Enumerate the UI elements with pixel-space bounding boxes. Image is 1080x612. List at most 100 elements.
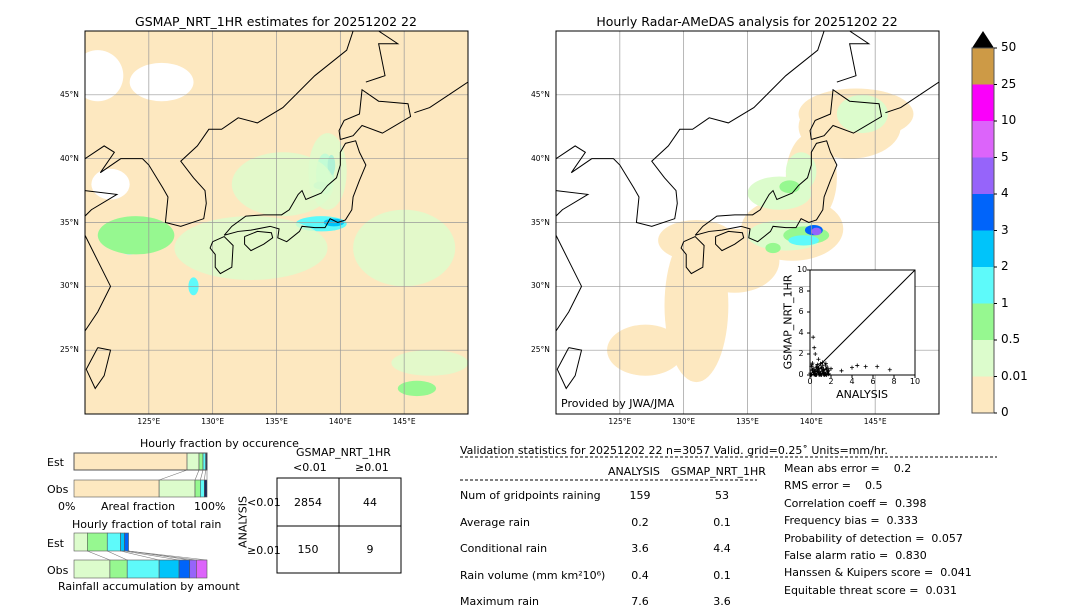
score-line: Probability of detection = 0.057 (784, 531, 963, 545)
colorbar-label: 0.01 (1001, 368, 1028, 383)
scatter-y-tick-label: 6 (798, 307, 804, 316)
missing-data-patch (129, 62, 194, 102)
stats-analysis-value: 3.6 (631, 542, 649, 555)
rain-est-segment (124, 532, 129, 552)
stats-gsmap-value: 4.4 (713, 542, 731, 555)
colorbar-segment (972, 194, 994, 231)
scatter-y-tick-label: 4 (798, 328, 804, 337)
scatter-x-tick-label: 0 (807, 377, 813, 386)
coastline-kyushu (680, 235, 705, 275)
scatter-point (813, 352, 818, 356)
scatter-x-tick-label: 8 (891, 377, 897, 386)
colorbar-segment (972, 48, 994, 85)
rain-est-label: Est (47, 537, 64, 550)
stats-row-label: Rain volume (mm km²10⁶) (460, 568, 606, 582)
coastline-sakhalin (836, 31, 871, 83)
connector-line (120, 550, 160, 561)
rain-patch (765, 242, 781, 254)
rain-est-segment (87, 532, 108, 552)
lat-tick-label: 35°N (60, 217, 79, 227)
scatter-x-tick-label: 4 (849, 377, 855, 386)
colorbar-label: 4 (1001, 186, 1009, 200)
scatter-point (811, 366, 816, 371)
colorbar-segment (972, 267, 994, 304)
cell-1-1: 9 (366, 543, 374, 556)
scatter-one-to-one-line (809, 269, 916, 376)
rain-patch (174, 216, 328, 280)
coastline-korea (85, 31, 354, 227)
lat-tick-label: 40°N (60, 153, 79, 163)
coastline-kurils (414, 81, 468, 114)
stats-row-label: Average rain (460, 515, 530, 529)
stats-gsmap-value: 3.6 (713, 595, 731, 608)
colorbar-segment (972, 121, 994, 158)
score-line: Mean abs error = 0.2 (784, 462, 912, 475)
colorbar-label: 25 (1001, 76, 1017, 91)
total-rain-title: Hourly fraction of total rain (72, 518, 222, 531)
scatter-x-tick-label: 10 (909, 377, 921, 386)
right-map-title: Hourly Radar-AMeDAS analysis for 2025120… (596, 14, 898, 29)
occ-obs-label: Obs (47, 483, 69, 496)
stats-row-label: Num of gridpoints raining (460, 489, 601, 502)
scatter-point (823, 361, 828, 366)
contingency-col-0: <0.01 (293, 461, 327, 474)
score-line: Correlation coeff = 0.398 (784, 496, 927, 510)
coastline-honshu (694, 140, 838, 243)
lon-tick-label: 125°E (137, 417, 161, 426)
rain-est-segment (73, 532, 88, 552)
contingency-col-title: GSMAP_NRT_1HR (296, 446, 391, 459)
colorbar-segment (972, 303, 994, 340)
scatter-y-tick-label: 0 (798, 370, 804, 379)
map-content (85, 31, 468, 414)
colorbar-segment (972, 157, 994, 194)
colorbar-segment (972, 340, 994, 377)
occurrence-obs-segment (194, 479, 201, 498)
lon-tick-label: 135°E (736, 417, 759, 426)
stats-col-gsmap: GSMAP_NRT_1HR (671, 465, 766, 478)
lon-tick-label: 125°E (608, 417, 632, 426)
occ-est-label: Est (47, 456, 64, 469)
colorbar-label: 10 (1001, 113, 1017, 127)
cell-0-0: 2854 (294, 496, 322, 509)
scatter-point (817, 369, 822, 374)
stats-analysis-value: 159 (629, 489, 651, 502)
scatter-point (811, 335, 816, 340)
rain-obs-segment (73, 559, 111, 579)
scatter-point (818, 361, 823, 366)
colorbar-segment (972, 84, 994, 121)
stats-gsmap-value: 0.1 (713, 568, 731, 582)
radar-coverage (658, 219, 735, 261)
map-content (556, 31, 939, 414)
colorbar-segment (972, 376, 994, 413)
lat-tick-label: 30°N (531, 281, 550, 291)
scatter-x-tick-label: 6 (870, 377, 876, 386)
lat-tick-label: 35°N (531, 217, 550, 227)
coastline-sakhalin (365, 31, 400, 83)
coastline-taiwan (556, 347, 583, 390)
stats-analysis-value: 7.6 (631, 595, 649, 608)
scatter-point (820, 363, 825, 368)
rain-obs-label: Obs (47, 564, 69, 577)
connector-line (124, 550, 180, 561)
stats-row-label: Conditional rain (460, 542, 548, 555)
score-line: False alarm ratio = 0.830 (784, 549, 927, 562)
scatter-point (812, 345, 817, 350)
lon-tick-label: 130°E (201, 417, 225, 426)
rain-obs-segment (196, 559, 208, 579)
occurrence-title: Hourly fraction by occurence (140, 437, 299, 450)
coastline-china (85, 190, 119, 217)
scatter-point (820, 360, 825, 365)
coastline-hokkaido (809, 88, 883, 140)
rain-patch (397, 380, 437, 397)
contingency-row-1: ≥0.01 (247, 544, 281, 557)
stats-col-analysis: ANALYSIS (608, 465, 660, 478)
coastline-china (556, 190, 590, 217)
scatter-point (839, 368, 844, 373)
stats-analysis-value: 0.2 (631, 515, 649, 529)
rain-xlabel: Rainfall accumulation by amount (58, 580, 240, 593)
coastline-taiwan (85, 347, 112, 390)
contingency-row-title: ANALYSIS (236, 496, 250, 548)
stats-gsmap-value: 53 (715, 489, 729, 502)
occurrence-obs-segment (73, 479, 160, 498)
